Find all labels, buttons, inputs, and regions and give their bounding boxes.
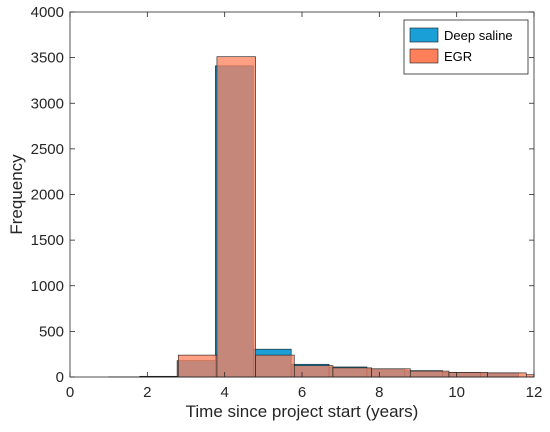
legend-swatch-2 [409,48,439,64]
y-tick-label: 0 [56,369,64,386]
y-tick-label: 2000 [31,187,64,204]
series-1 [108,65,519,378]
x-tick-label: 0 [66,384,74,401]
y-tick-label: 4000 [31,4,64,21]
x-tick-label: 12 [526,384,543,401]
axes-layer: 0 2 4 6 8 10 12 0 500 1000 1500 2000 2500 3000 3500 400… [31,4,543,401]
legend: Deep saline EGR [403,19,529,75]
x-tick-label: 6 [298,384,306,401]
y-tick-label: 1500 [31,232,64,249]
bar-series-2-10 [487,372,527,378]
bar-series-2-7 [371,368,411,378]
bar-series-2-3 [216,56,256,378]
y-tick-label: 3500 [31,50,64,67]
legend-swatch-1 [409,27,439,43]
bar-series-2-6 [332,367,372,378]
bars-layer [108,56,535,378]
x-tick-label: 2 [143,384,151,401]
y-tick-label: 3000 [31,95,64,112]
legend-label-2: EGR [444,49,472,64]
y-tick-label: 2500 [31,141,64,158]
x-tick-label: 8 [375,384,383,401]
x-axis-title: Time since project start (years) [186,402,419,421]
bar-series-2-8 [409,370,450,378]
x-tick-label: 4 [220,384,228,401]
bar-series-2-4 [255,354,295,378]
series-2 [139,56,535,378]
bar-series-2-2 [177,354,218,378]
x-tick-label: 10 [448,384,465,401]
y-tick-label: 1000 [31,278,64,295]
legend-label-1: Deep saline [444,28,513,43]
y-axis-title: Frequency [7,154,26,235]
y-tick-label: 500 [39,323,64,340]
bar-series-2-9 [448,372,488,378]
bar-series-2-5 [293,365,334,378]
